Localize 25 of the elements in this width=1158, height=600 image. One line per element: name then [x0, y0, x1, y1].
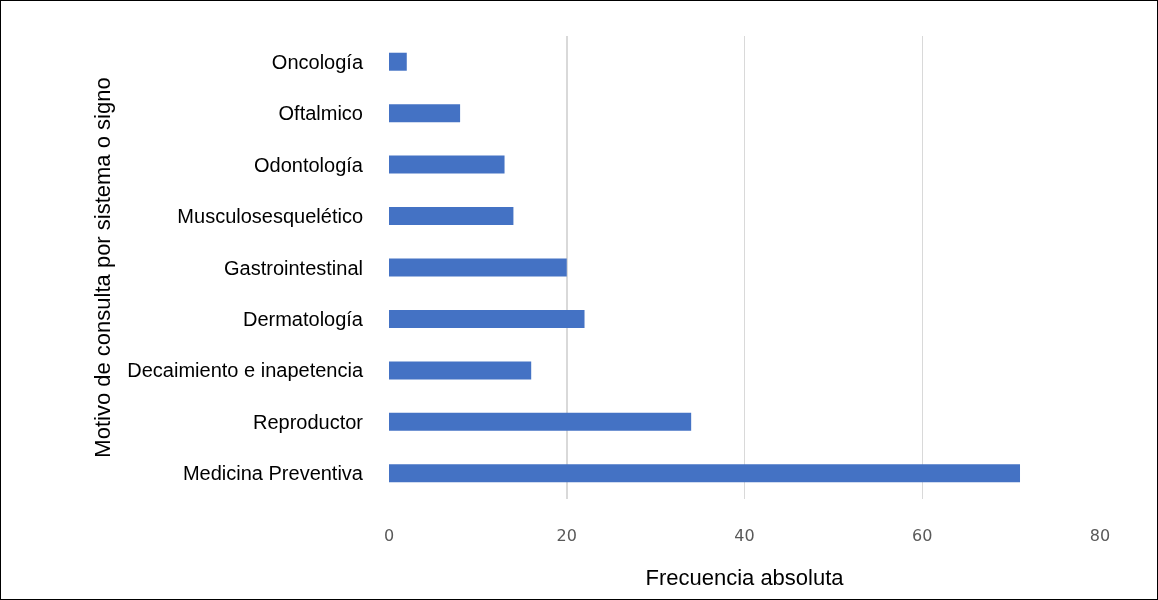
y-tick-label: Reproductor [252, 410, 364, 433]
x-tick-label: 40 [734, 526, 755, 545]
y-tick-label: Oftalmico [278, 102, 363, 125]
bar [389, 52, 407, 71]
x-tick-label: 0 [383, 526, 395, 545]
y-tick-label: Odontología [254, 153, 364, 176]
x-tick-label: 20 [556, 526, 577, 545]
bar [389, 464, 1021, 483]
bar [389, 104, 461, 123]
y-axis-title: Motivo de consulta por sistema o signo [90, 77, 116, 458]
bar [389, 361, 532, 380]
y-tick-label: Musculosesquelético [177, 205, 363, 228]
bar [389, 412, 692, 431]
bar [389, 258, 567, 277]
y-tick-label: Gastrointestinal [224, 256, 363, 279]
y-tick-label: Medicina Preventiva [182, 462, 364, 485]
x-tick-label: 80 [1089, 526, 1111, 545]
bar [389, 155, 505, 174]
x-axis-title: Frecuencia absoluta [645, 564, 845, 590]
y-tick-label: Oncología [271, 50, 364, 73]
y-tick-label: Dermatología [242, 307, 364, 330]
x-tick-label: 60 [912, 526, 933, 545]
y-tick-label: Decaimiento e inapetencia [127, 359, 364, 382]
bar [389, 207, 514, 226]
bar [389, 309, 585, 328]
